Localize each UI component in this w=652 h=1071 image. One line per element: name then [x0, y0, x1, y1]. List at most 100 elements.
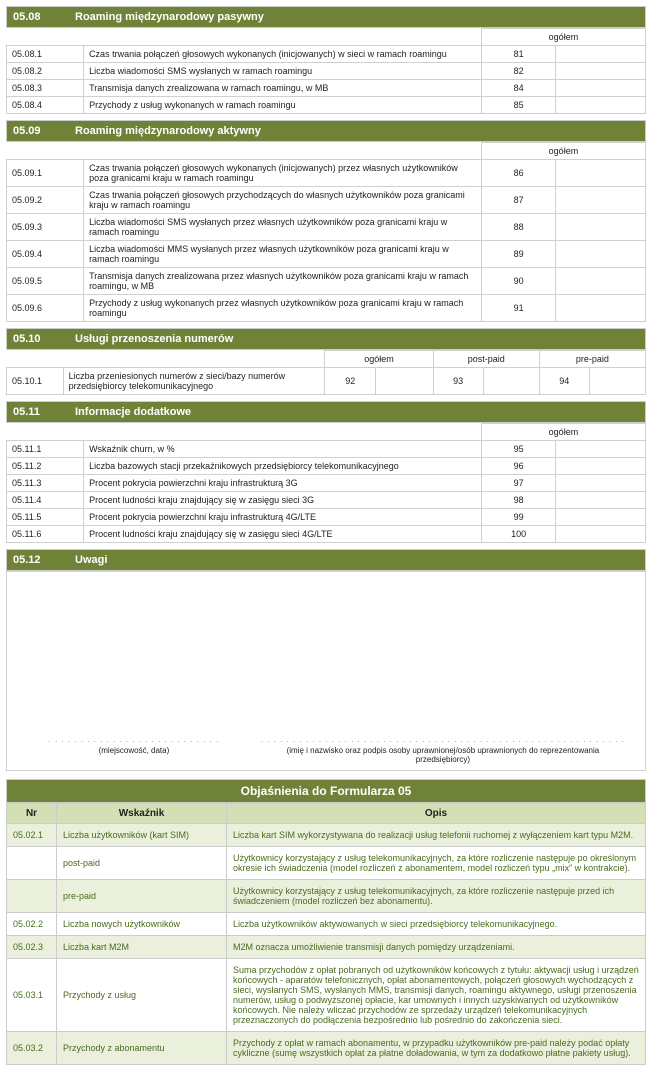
col-header: ogółem	[481, 29, 645, 46]
dots-line: . . . . . . . . . . . . . . . . . . . . …	[47, 735, 221, 746]
table-row: 05.08.4Przychody z usług wykonanych w ra…	[7, 97, 646, 114]
row-num: 05.08.3	[7, 80, 84, 97]
row-input[interactable]	[556, 509, 646, 526]
row-input[interactable]	[556, 458, 646, 475]
row-val: 94	[539, 368, 589, 395]
col-header: ogółem	[481, 424, 645, 441]
row-desc: Czas trwania połączeń głosowych przychod…	[84, 187, 482, 214]
row-num: 05.09.3	[7, 214, 84, 241]
row-val: 85	[481, 97, 556, 114]
row-desc: Transmisja danych zrealizowana w ramach …	[84, 80, 482, 97]
row-num: 05.11.1	[7, 441, 84, 458]
row-input[interactable]	[556, 187, 646, 214]
row-desc: Liczba wiadomości SMS wysłanych w ramach…	[84, 63, 482, 80]
table-row: 05.09.1Czas trwania połączeń głosowych w…	[7, 160, 646, 187]
section-0509-header: 05.09 Roaming międzynarodowy aktywny	[6, 120, 646, 142]
row-val: 96	[481, 458, 556, 475]
row-val: 88	[481, 214, 556, 241]
table-row: 05.11.1Wskaźnik churn, w %95	[7, 441, 646, 458]
section-num: 05.09	[7, 121, 69, 141]
expl-header-row: Nr Wskaźnik Opis	[7, 804, 646, 824]
row-num: 05.08.2	[7, 63, 84, 80]
table-row: 05.08.2Liczba wiadomości SMS wysłanych w…	[7, 63, 646, 80]
col-header: post-paid	[433, 351, 539, 368]
header-row: ogółem	[7, 143, 646, 160]
row-num: 05.11.5	[7, 509, 84, 526]
row-num: 05.11.3	[7, 475, 84, 492]
expl-indicator: Liczba użytkowników (kart SIM)	[57, 824, 227, 847]
row-desc: Procent pokrycia powierzchni kraju infra…	[84, 475, 482, 492]
expl-nr: 05.03.2	[7, 1032, 57, 1065]
table-row: 05.09.4Liczba wiadomości MMS wysłanych p…	[7, 241, 646, 268]
section-0508-header: 05.08 Roaming międzynarodowy pasywny	[6, 6, 646, 28]
table-row: 05.09.2Czas trwania połączeń głosowych p…	[7, 187, 646, 214]
expl-nr	[7, 880, 57, 913]
row-input[interactable]	[556, 214, 646, 241]
expl-nr: 05.03.1	[7, 959, 57, 1032]
table-row: 05.11.4Procent ludności kraju znajdujący…	[7, 492, 646, 509]
expl-description: Liczba użytkowników aktywowanych w sieci…	[227, 913, 646, 936]
row-input[interactable]	[556, 475, 646, 492]
row-input[interactable]	[556, 295, 646, 322]
table-0510: ogółem post-paid pre-paid 05.10.1 Liczba…	[6, 350, 646, 395]
row-desc: Przychody z usług wykonanych w ramach ro…	[84, 97, 482, 114]
expl-row: 05.02.2Liczba nowych użytkownikówLiczba …	[7, 913, 646, 936]
table-row: 05.11.3Procent pokrycia powierzchni kraj…	[7, 475, 646, 492]
row-input[interactable]	[556, 268, 646, 295]
table-row: 05.11.5Procent pokrycia powierzchni kraj…	[7, 509, 646, 526]
row-input[interactable]	[483, 368, 539, 395]
col-header: ogółem	[481, 143, 645, 160]
row-val: 98	[481, 492, 556, 509]
section-num: 05.10	[7, 329, 69, 349]
row-num: 05.11.4	[7, 492, 84, 509]
row-input[interactable]	[556, 526, 646, 543]
table-row: 05.09.3Liczba wiadomości SMS wysłanych p…	[7, 214, 646, 241]
expl-indicator: Liczba kart M2M	[57, 936, 227, 959]
row-desc: Liczba wiadomości MMS wysłanych przez wł…	[84, 241, 482, 268]
row-input[interactable]	[556, 160, 646, 187]
explanations-title: Objaśnienia do Formularza 05	[6, 779, 646, 803]
section-0512-header: 05.12 Uwagi	[6, 549, 646, 571]
expl-description: M2M oznacza umożliwienie transmisji dany…	[227, 936, 646, 959]
row-input[interactable]	[556, 441, 646, 458]
row-input[interactable]	[556, 97, 646, 114]
row-input[interactable]	[556, 63, 646, 80]
row-desc: Procent pokrycia powierzchni kraju infra…	[84, 509, 482, 526]
row-val: 93	[433, 368, 483, 395]
row-val: 97	[481, 475, 556, 492]
expl-nr: 05.02.3	[7, 936, 57, 959]
expl-indicator: Przychody z usług	[57, 959, 227, 1032]
row-num: 05.09.2	[7, 187, 84, 214]
section-title: Usługi przenoszenia numerów	[69, 329, 645, 349]
row-val: 99	[481, 509, 556, 526]
table-0508: ogółem 05.08.1Czas trwania połączeń głos…	[6, 28, 646, 114]
table-row: 05.11.2Liczba bazowych stacji przekaźnik…	[7, 458, 646, 475]
row-num: 05.10.1	[7, 368, 64, 395]
row-input[interactable]	[556, 80, 646, 97]
row-desc: Procent ludności kraju znajdujący się w …	[84, 492, 482, 509]
row-input[interactable]	[376, 368, 434, 395]
expl-th-op: Opis	[227, 804, 646, 824]
section-title: Uwagi	[69, 550, 645, 570]
row-input[interactable]	[556, 492, 646, 509]
section-num: 05.11	[7, 402, 69, 422]
expl-description: Liczba kart SIM wykorzystywana do realiz…	[227, 824, 646, 847]
col-header: pre-paid	[539, 351, 645, 368]
row-desc: Liczba bazowych stacji przekaźnikowych p…	[84, 458, 482, 475]
row-input[interactable]	[589, 368, 645, 395]
row-val: 87	[481, 187, 556, 214]
row-input[interactable]	[556, 241, 646, 268]
row-val: 100	[481, 526, 556, 543]
row-num: 05.09.5	[7, 268, 84, 295]
row-num: 05.11.6	[7, 526, 84, 543]
expl-row: 05.02.1Liczba użytkowników (kart SIM)Lic…	[7, 824, 646, 847]
expl-description: Suma przychodów z opłat pobranych od uży…	[227, 959, 646, 1032]
table-row: 05.08.1Czas trwania połączeń głosowych w…	[7, 46, 646, 63]
row-desc: Czas trwania połączeń głosowych wykonany…	[84, 160, 482, 187]
remarks-area[interactable]: . . . . . . . . . . . . . . . . . . . . …	[6, 571, 646, 771]
sig-name: (imię i nazwisko oraz podpis osoby upraw…	[261, 746, 625, 764]
expl-th-nr: Nr	[7, 804, 57, 824]
row-num: 05.08.4	[7, 97, 84, 114]
row-input[interactable]	[556, 46, 646, 63]
section-0510-header: 05.10 Usługi przenoszenia numerów	[6, 328, 646, 350]
